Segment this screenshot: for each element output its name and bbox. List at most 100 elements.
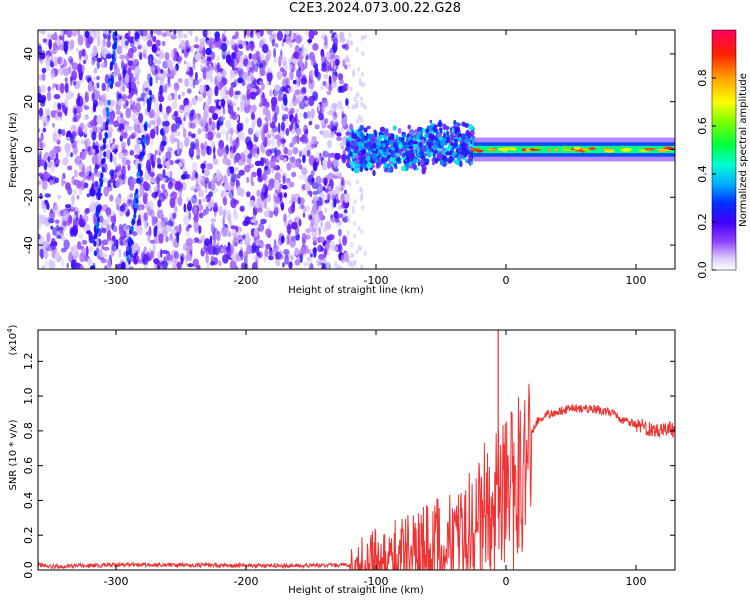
spectrogram-noise-cell bbox=[234, 70, 239, 75]
spectrogram-noise-cell bbox=[163, 114, 168, 122]
spectrogram-noise-cell bbox=[281, 235, 285, 244]
spectrogram-transition-cell bbox=[430, 151, 434, 157]
spectrogram-noise-cell bbox=[166, 254, 174, 261]
spectrogram-noise-cell bbox=[269, 158, 276, 169]
spectrogram-noise-cell bbox=[144, 134, 150, 146]
spectrogram-noise-cell bbox=[78, 58, 81, 64]
spectrogram-noise-cell bbox=[65, 182, 71, 191]
spectrogram-transition-cell bbox=[382, 157, 387, 162]
spectrogram-noise-cell bbox=[363, 104, 367, 110]
spectrogram-noise-cell bbox=[220, 42, 228, 52]
spectrogram-noise-cell bbox=[294, 113, 298, 122]
spectrogram-noise-cell bbox=[250, 174, 254, 186]
spectrogram-noise-cell bbox=[282, 262, 285, 268]
spectrogram-noise-cell bbox=[299, 197, 305, 205]
colorbar-tick-label: 0.6 bbox=[696, 117, 709, 135]
spectrogram-noise-cell bbox=[341, 176, 344, 187]
spectrogram-noise-cell bbox=[210, 75, 213, 83]
spectrogram-noise-cell bbox=[296, 215, 300, 225]
spectrogram-noise-cell bbox=[91, 182, 95, 194]
spectrogram-noise-cell bbox=[227, 106, 234, 115]
spectrogram-noise-cell bbox=[229, 86, 234, 98]
spectrogram-noise-cell bbox=[283, 248, 290, 255]
spectrogram-noise-cell bbox=[261, 82, 265, 91]
spectrogram-noise-cell bbox=[139, 185, 145, 196]
spectrogram-noise-cell bbox=[38, 85, 41, 95]
spectrogram-noise-cell bbox=[122, 84, 126, 93]
spectrogram-noise-cell bbox=[343, 209, 348, 214]
spectrogram-noise-cell bbox=[246, 30, 250, 38]
spectrogram-noise-cell bbox=[112, 225, 118, 233]
spectrogram-noise-cell bbox=[70, 31, 78, 37]
spectrogram-noise-cell bbox=[259, 80, 264, 86]
spectrogram-noise-cell bbox=[149, 56, 152, 67]
spectrogram-noise-cell bbox=[56, 102, 61, 109]
spectrogram-transition-cell bbox=[395, 157, 401, 162]
spectrogram-streak-cell bbox=[144, 124, 148, 131]
spectrogram-noise-cell bbox=[148, 111, 155, 119]
spectrogram-transition-cell bbox=[358, 142, 361, 147]
spectrogram-noise-cell bbox=[148, 188, 152, 194]
spectrogram-noise-cell bbox=[109, 169, 115, 177]
spectrogram-noise-cell bbox=[52, 227, 57, 236]
spectrogram-noise-cell bbox=[143, 212, 148, 222]
spectrogram-transition-cell bbox=[365, 142, 370, 148]
spectrogram-noise-cell bbox=[150, 250, 155, 259]
spectrogram-noise-cell bbox=[168, 69, 175, 80]
spectrogram-noise-cell bbox=[42, 116, 50, 127]
spectrogram-streak-cell bbox=[148, 89, 152, 96]
spectrogram-noise-cell bbox=[249, 30, 254, 39]
spectrogram-noise-cell bbox=[79, 265, 85, 269]
spectrogram-noise-cell bbox=[129, 266, 134, 269]
spectrogram-noise-cell bbox=[183, 116, 186, 122]
spectrogram-noise-cell bbox=[88, 231, 93, 240]
spectrogram-noise-cell bbox=[80, 123, 85, 128]
spectrogram-noise-cell bbox=[166, 225, 173, 232]
spectrogram-noise-cell bbox=[246, 64, 250, 71]
spectrogram-noise-cell bbox=[295, 108, 299, 114]
spectrogram-noise-cell bbox=[114, 81, 121, 88]
spectrogram-noise-cell bbox=[198, 77, 202, 83]
spectrogram-noise-cell bbox=[274, 147, 277, 158]
spectrogram-streak-cell bbox=[132, 199, 136, 206]
spectrogram-noise-cell bbox=[339, 37, 346, 43]
spectrogram-noise-cell bbox=[60, 30, 64, 37]
spectrogram-noise-cell bbox=[346, 84, 350, 90]
spectrogram-noise-cell bbox=[319, 130, 324, 135]
spectrogram-noise-cell bbox=[53, 56, 59, 67]
spectrogram-noise-cell bbox=[204, 238, 211, 247]
spectrogram-noise-cell bbox=[334, 152, 341, 160]
spectrogram-noise-cell bbox=[185, 246, 191, 254]
spectrogram-noise-cell bbox=[214, 85, 219, 97]
spectrogram-noise-cell bbox=[78, 187, 83, 195]
spectrogram-noise-cell bbox=[248, 53, 253, 60]
spectrogram-noise-cell bbox=[185, 40, 189, 50]
spectrogram-noise-cell bbox=[309, 190, 313, 198]
spectrogram-noise-cell bbox=[93, 67, 98, 74]
spectrogram-noise-cell bbox=[212, 113, 219, 120]
spectrogram-noise-cell bbox=[292, 79, 297, 85]
spectrogram-noise-cell bbox=[74, 155, 81, 166]
spectrogram-noise-cell bbox=[167, 59, 174, 68]
spectrogram-noise-cell bbox=[267, 193, 271, 203]
spectrogram-noise-cell bbox=[326, 261, 329, 269]
spectrogram-transition-cell bbox=[384, 167, 388, 172]
spectrogram-noise-cell bbox=[149, 171, 155, 177]
spectrogram-transition-cell bbox=[470, 161, 474, 165]
spectrogram-noise-cell bbox=[280, 138, 286, 144]
spectrogram-noise-cell bbox=[352, 71, 356, 77]
spectrogram-noise-cell bbox=[84, 93, 90, 103]
spectrogram-noise-cell bbox=[333, 54, 340, 60]
spectrogram-noise-cell bbox=[333, 167, 339, 172]
spectrogram-noise-cell bbox=[78, 50, 83, 58]
spectrogram-noise-cell bbox=[255, 238, 261, 247]
spectrogram-noise-cell bbox=[77, 126, 82, 137]
spectrogram-noise-cell bbox=[91, 56, 96, 66]
spectrogram-noise-cell bbox=[96, 126, 101, 134]
spectrogram-noise-cell bbox=[284, 30, 291, 36]
spectrogram-transition-cell bbox=[346, 162, 350, 169]
spectrogram-noise-cell bbox=[248, 199, 256, 208]
spectrogram-noise-cell bbox=[129, 149, 135, 156]
spectrogram-noise-cell bbox=[350, 253, 354, 259]
spectrogram-noise-cell bbox=[310, 217, 315, 227]
